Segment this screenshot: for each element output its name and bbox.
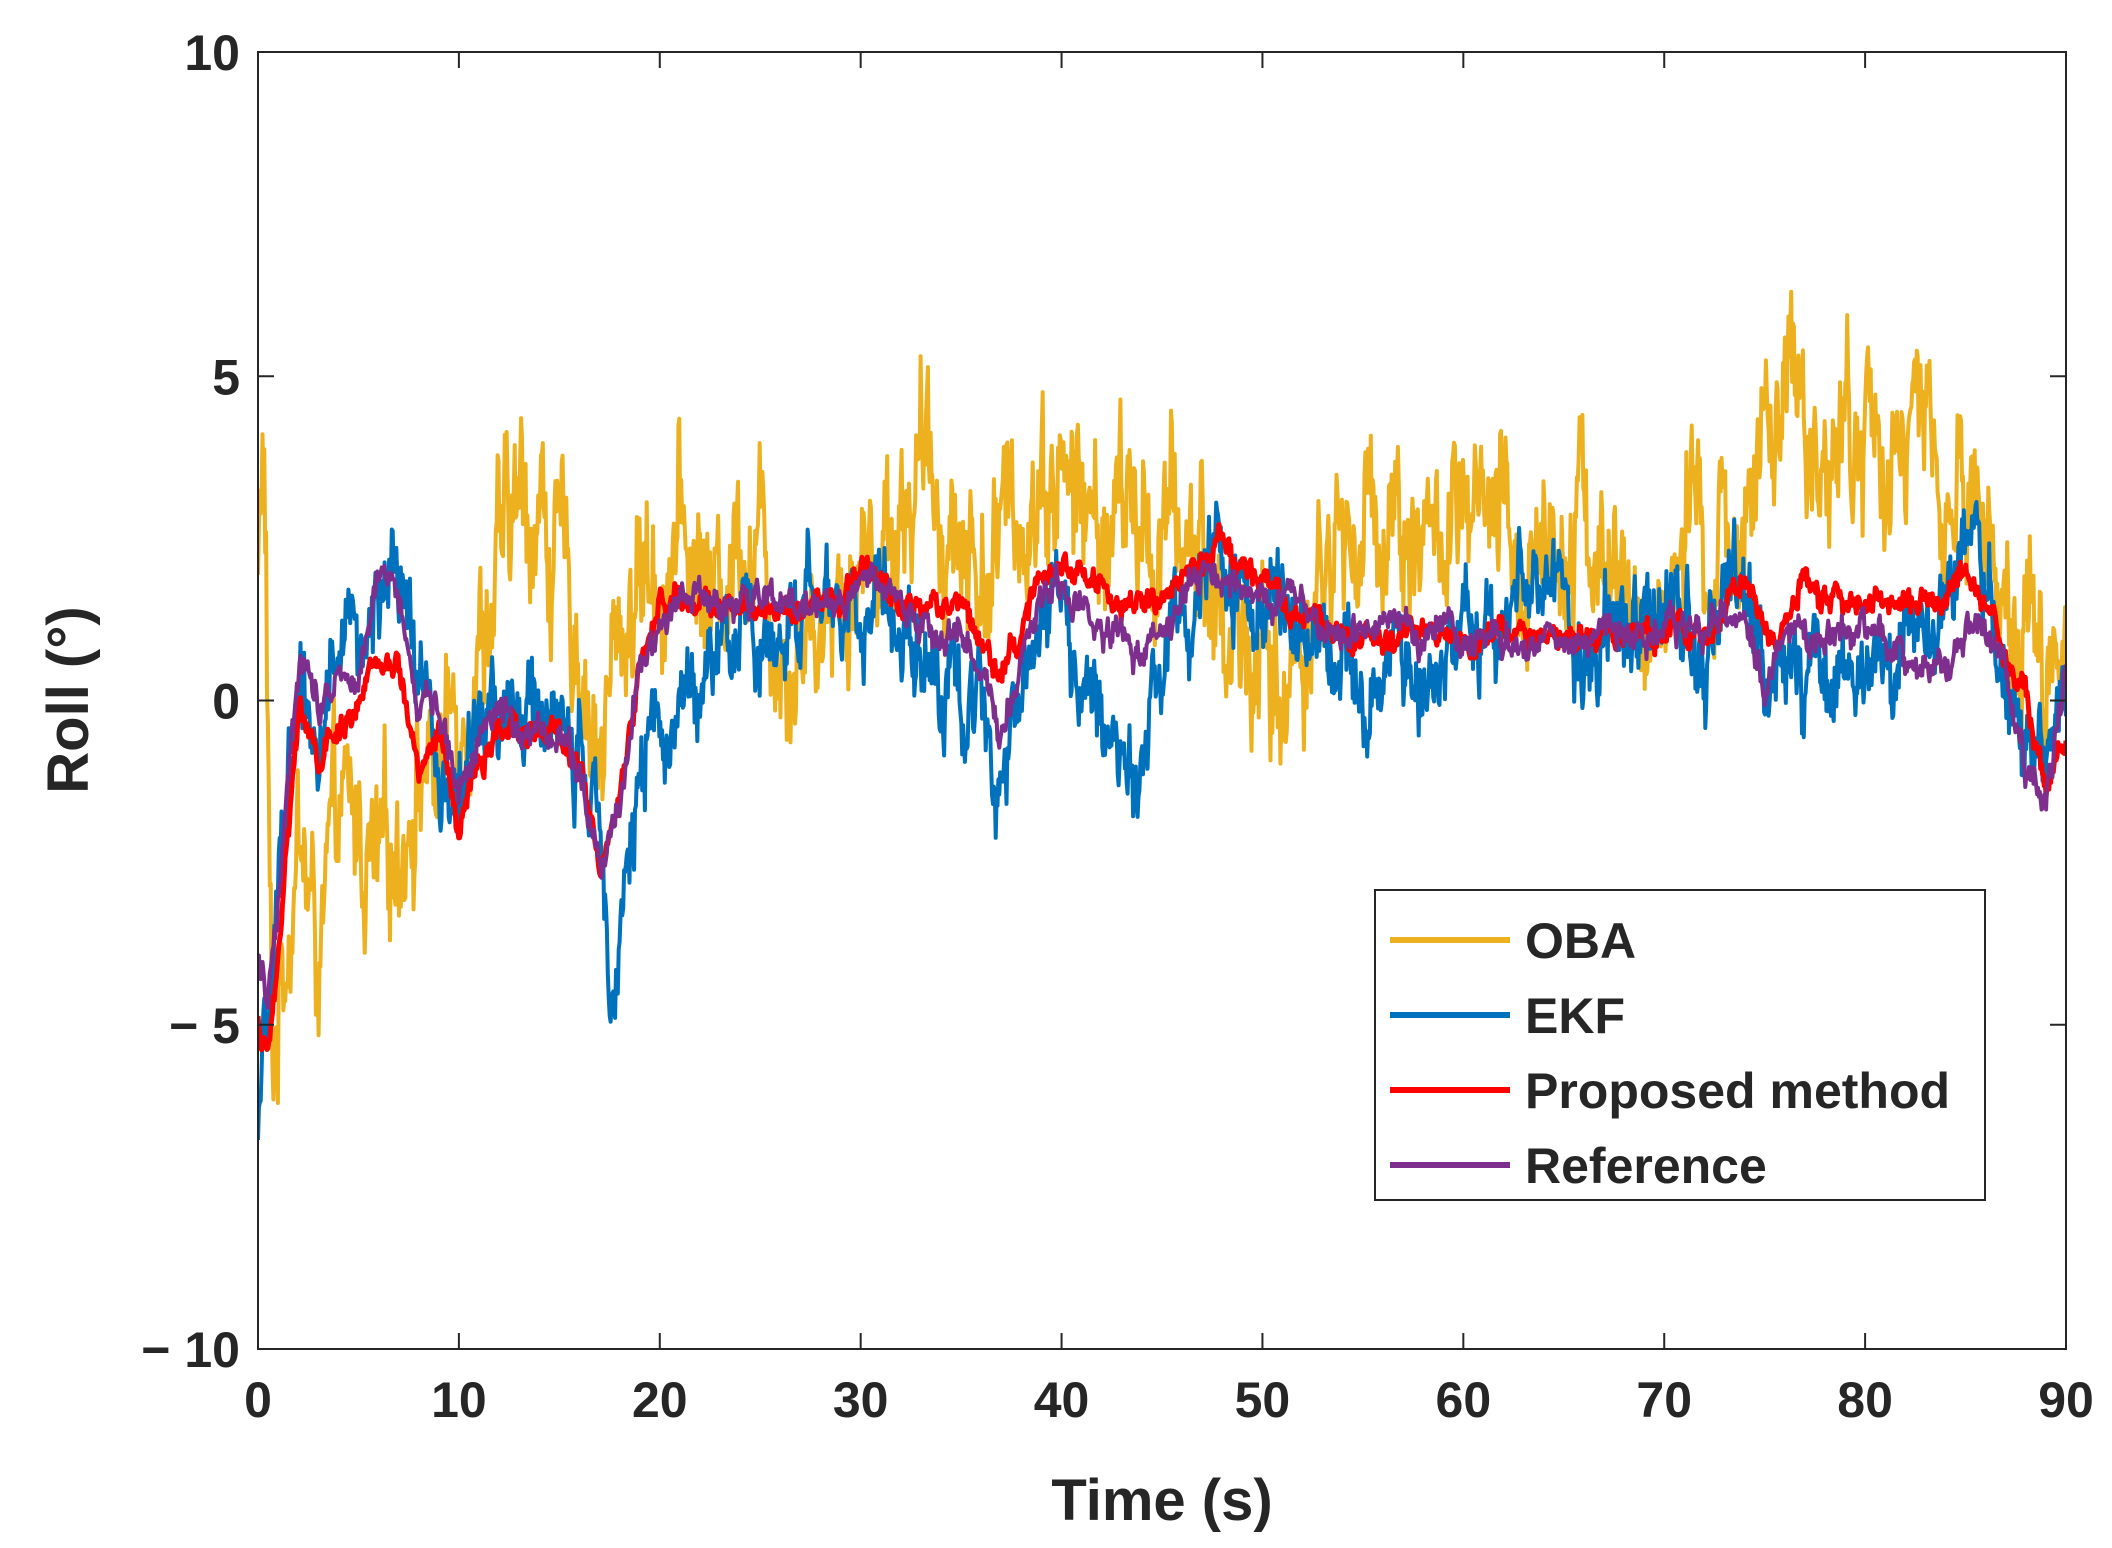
- x-tick-label: 20: [632, 1372, 688, 1428]
- y-axis-label: Roll (°): [36, 606, 101, 793]
- x-tick-label: 10: [431, 1372, 487, 1428]
- x-tick-label: 60: [1436, 1372, 1492, 1428]
- y-tick-label: − 5: [169, 998, 240, 1054]
- y-tick-label: 10: [184, 25, 240, 81]
- x-axis-label: Time (s): [1051, 1468, 1272, 1533]
- legend-label-ekf: EKF: [1525, 988, 1625, 1044]
- y-tick-label: 5: [212, 349, 240, 405]
- x-tick-label: 30: [833, 1372, 889, 1428]
- legend-entries: OBA EKF Proposed method Reference: [1390, 913, 1950, 1194]
- x-tick-label: 80: [1837, 1372, 1893, 1428]
- x-tick-label: 70: [1636, 1372, 1692, 1428]
- x-tick-label: 40: [1034, 1372, 1090, 1428]
- series-line-reference: [258, 560, 2066, 1010]
- legend-label-proposed-method: Proposed method: [1525, 1063, 1950, 1119]
- series-line-oba: [258, 289, 2066, 1105]
- tick-layer: 0 10 20 30 40 50 60 70 80 90 − 10 − 5 0 5 10: [141, 25, 2094, 1428]
- series-layer: [258, 289, 2066, 1141]
- y-tick-label: − 10: [141, 1322, 240, 1378]
- series-line-ekf: [258, 500, 2066, 1141]
- x-tick-label: 0: [244, 1372, 272, 1428]
- y-tick-label: 0: [212, 674, 240, 730]
- plot-frame: [257, 51, 2067, 1350]
- x-tick-label: 50: [1235, 1372, 1291, 1428]
- legend-label-oba: OBA: [1525, 913, 1636, 969]
- legend-label-reference: Reference: [1525, 1138, 1767, 1194]
- legend[interactable]: OBA EKF Proposed method Reference: [1374, 889, 1986, 1201]
- series-line-proposed-method: [258, 522, 2066, 1053]
- x-tick-label: 90: [2038, 1372, 2094, 1428]
